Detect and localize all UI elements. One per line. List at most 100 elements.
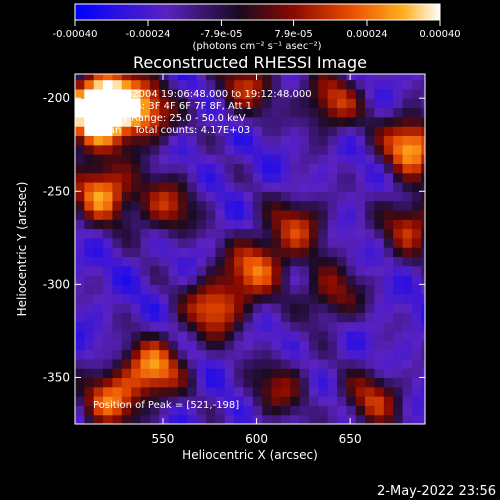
heatmap-cell xyxy=(215,228,226,239)
heatmap-cell xyxy=(234,405,245,416)
heatmap-cell xyxy=(168,228,179,239)
heatmap-cell xyxy=(159,88,170,99)
heatmap-cell xyxy=(215,247,226,258)
heatmap-cell xyxy=(93,340,104,351)
heatmap-cell xyxy=(187,349,198,360)
heatmap-cell xyxy=(168,405,179,416)
heatmap-cell xyxy=(318,163,329,174)
heatmap-cell xyxy=(365,107,376,118)
heatmap-cell xyxy=(421,377,425,388)
heatmap-cell xyxy=(84,340,95,351)
heatmap-cell xyxy=(299,144,310,155)
heatmap-cell xyxy=(206,293,216,304)
heatmap-cell xyxy=(215,181,226,192)
heatmap-cell xyxy=(355,116,366,127)
heatmap-cell xyxy=(346,368,357,379)
heatmap-cell xyxy=(215,154,226,164)
heatmap-cell xyxy=(206,321,216,332)
heatmap-cell xyxy=(84,228,95,239)
heatmap-cell xyxy=(177,98,188,109)
heatmap-cell xyxy=(402,358,413,369)
heatmap-cell xyxy=(177,293,188,304)
heatmap-cell xyxy=(308,414,319,424)
heatmap-cell xyxy=(421,405,425,416)
heatmap-cell xyxy=(140,284,151,295)
heatmap-cell xyxy=(196,172,207,183)
heatmap-cell xyxy=(177,312,188,323)
heatmap-cell xyxy=(374,191,385,202)
heatmap-cell xyxy=(187,265,198,276)
heatmap-cell xyxy=(365,284,376,295)
heatmap-cell xyxy=(308,340,319,351)
heatmap-cell xyxy=(252,265,263,276)
heatmap-cell xyxy=(337,330,347,341)
heatmap-cell xyxy=(75,126,85,137)
heatmap-cell xyxy=(187,154,198,164)
heatmap-cell xyxy=(177,228,188,239)
heatmap-cell xyxy=(393,154,404,164)
heatmap-cell xyxy=(271,293,282,304)
heatmap-cell xyxy=(421,275,425,285)
heatmap-cell xyxy=(299,126,310,137)
heatmap-cell xyxy=(262,144,273,155)
heatmap-cell xyxy=(337,181,347,192)
heatmap-cell xyxy=(308,386,319,397)
heatmap-cell xyxy=(262,228,273,239)
heatmap-cell xyxy=(140,219,151,230)
heatmap-cell xyxy=(75,321,85,332)
heatmap-cell xyxy=(393,414,404,424)
heatmap-cell xyxy=(318,386,329,397)
heatmap-cell xyxy=(383,340,394,351)
heatmap-cell xyxy=(365,340,376,351)
heatmap-cell xyxy=(271,340,282,351)
heatmap-cell xyxy=(365,88,376,99)
heatmap-cell xyxy=(75,293,85,304)
heatmap-cell xyxy=(262,172,273,183)
heatmap-cell xyxy=(131,107,142,118)
heatmap-cell xyxy=(308,135,319,146)
heatmap-cell xyxy=(318,116,329,127)
heatmap-cell xyxy=(411,228,422,239)
heatmap-cell xyxy=(121,98,132,109)
heatmap-cell xyxy=(187,135,198,146)
heatmap-cell xyxy=(383,200,394,211)
heatmap-cell xyxy=(402,284,413,295)
heatmap-cell xyxy=(93,163,104,174)
heatmap-cell xyxy=(365,154,376,164)
heatmap-cell xyxy=(224,340,235,351)
heatmap-cell xyxy=(234,321,245,332)
heatmap-cell xyxy=(224,265,235,276)
heatmap-cell xyxy=(159,144,170,155)
heatmap-cell xyxy=(131,181,142,192)
heatmap-cell xyxy=(243,284,254,295)
heatmap-cell xyxy=(75,163,85,174)
heatmap-cell xyxy=(93,284,104,295)
heatmap-cell xyxy=(196,256,207,267)
heatmap-cell xyxy=(271,237,282,248)
heatmap-cell xyxy=(131,191,142,202)
heatmap-cell xyxy=(252,237,263,248)
heatmap-cell xyxy=(271,321,282,332)
heatmap-cell xyxy=(149,209,160,220)
heatmap-cell xyxy=(121,414,132,424)
heatmap-cell xyxy=(327,386,338,397)
heatmap-cell xyxy=(280,107,291,118)
heatmap-cell xyxy=(280,98,291,109)
heatmap-cell xyxy=(196,237,207,248)
heatmap-cell xyxy=(168,358,179,369)
heatmap-cell xyxy=(187,181,198,192)
heatmap-cell xyxy=(159,321,170,332)
heatmap-cell xyxy=(103,181,114,192)
heatmap-cell xyxy=(346,396,357,406)
heatmap-cell xyxy=(131,368,142,379)
heatmap-cell xyxy=(224,144,235,155)
heatmap-cell xyxy=(168,154,179,164)
heatmap-cell xyxy=(121,377,132,388)
heatmap-cell xyxy=(421,154,425,164)
heatmap-cell xyxy=(224,172,235,183)
heatmap-cell xyxy=(84,79,95,90)
heatmap-cell xyxy=(224,330,235,341)
heatmap-cell xyxy=(318,107,329,118)
heatmap-cell xyxy=(140,191,151,202)
